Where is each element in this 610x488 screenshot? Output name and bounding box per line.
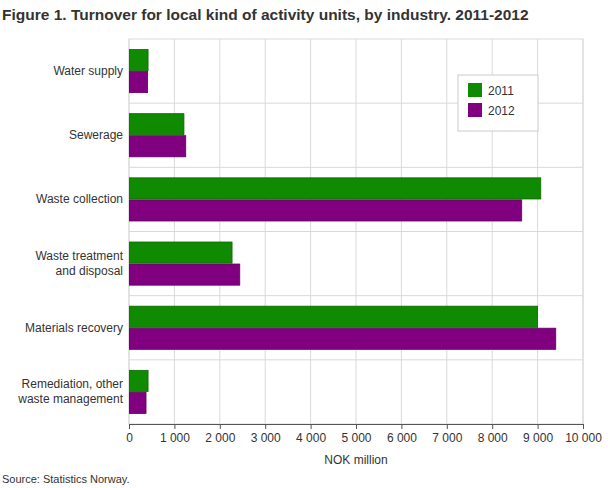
tick-mark — [356, 424, 357, 429]
bar — [129, 306, 538, 327]
plot: 0 1 000 2 000 3 000 4 000 5 000 6 000 7 000 8 00… — [17, 39, 602, 445]
tick-mark — [174, 424, 175, 429]
category-label: Water supply — [53, 64, 123, 78]
category-label-line: Waste treatment — [35, 249, 123, 263]
bar — [129, 392, 146, 413]
tick: 2 000 — [205, 424, 235, 445]
legend-box — [458, 75, 538, 131]
tick-label: 1 000 — [160, 431, 190, 445]
bar — [129, 370, 148, 391]
tick: 7 000 — [432, 424, 462, 445]
tick-label: 9 000 — [523, 431, 553, 445]
tick-mark — [401, 424, 402, 429]
category-label: Sewerage — [69, 128, 123, 142]
tick-label: 8 000 — [478, 431, 508, 445]
tick: 5 000 — [341, 424, 371, 445]
axis-line — [130, 425, 584, 430]
bar — [129, 114, 184, 135]
tick-label: 0 — [126, 431, 133, 445]
category-label-line: waste management — [17, 392, 123, 406]
tick-mark — [220, 424, 221, 429]
category-label-line: Water supply — [53, 64, 123, 78]
tick-label: 5 000 — [341, 431, 371, 445]
tick-mark — [311, 424, 312, 429]
category-label-line: Sewerage — [69, 128, 123, 142]
tick: 9 000 — [523, 424, 553, 445]
legend-label: 2012 — [488, 104, 515, 118]
tick: 0 — [126, 424, 133, 445]
legend-swatch — [468, 83, 482, 97]
x-axis-title: NOK million — [324, 453, 387, 467]
x-axis: 0 1 000 2 000 3 000 4 000 5 000 6 000 7 000 8 00… — [126, 424, 602, 445]
tick-mark — [583, 424, 584, 429]
category-label: Materials recovery — [25, 321, 123, 335]
tick-mark — [447, 424, 448, 429]
category-separator — [129, 359, 583, 360]
category-separator — [129, 295, 583, 296]
bar — [129, 264, 240, 285]
tick-mark — [492, 424, 493, 429]
legend-swatch — [468, 103, 482, 117]
tick: 8 000 — [478, 424, 508, 445]
bar — [129, 242, 232, 263]
tick-label: 10 000 — [565, 431, 602, 445]
category-label-line: Materials recovery — [25, 321, 123, 335]
legend: 2011 2012 — [458, 75, 538, 131]
tick: 10 000 — [565, 424, 602, 445]
bar — [129, 50, 148, 71]
tick-label: 7 000 — [432, 431, 462, 445]
bar — [129, 178, 541, 199]
category-label: Waste treatmentand disposal — [35, 249, 123, 278]
tick-label: 4 000 — [296, 431, 326, 445]
category-label-line: Remediation, other — [22, 377, 123, 391]
chart: Figure 1. Turnover for local kind of act… — [0, 0, 610, 488]
tick-mark — [265, 424, 266, 429]
tick-mark — [129, 424, 130, 429]
tick-label: 6 000 — [387, 431, 417, 445]
bar — [129, 136, 186, 157]
tick: 6 000 — [387, 424, 417, 445]
bar — [129, 72, 148, 93]
tick: 4 000 — [296, 424, 326, 445]
title: Figure 1. Turnover for local kind of act… — [2, 6, 529, 23]
bar — [129, 200, 522, 221]
tick-mark — [538, 424, 539, 429]
legend-label: 2011 — [488, 84, 514, 98]
category-separator — [129, 231, 583, 232]
bars — [129, 50, 556, 414]
category-label: Waste collection — [36, 192, 123, 206]
tick-label: 2 000 — [205, 431, 235, 445]
category-label-line: Waste collection — [36, 192, 123, 206]
plot-frame — [129, 39, 583, 424]
source: Source: Statistics Norway. — [2, 473, 130, 485]
category-label-line: and disposal — [56, 264, 123, 278]
tick-label: 3 000 — [251, 431, 281, 445]
tick: 1 000 — [160, 424, 190, 445]
category-label: Remediation, otherwaste management — [17, 377, 123, 406]
bar — [129, 328, 556, 349]
category-separator — [129, 167, 583, 168]
tick: 3 000 — [251, 424, 281, 445]
